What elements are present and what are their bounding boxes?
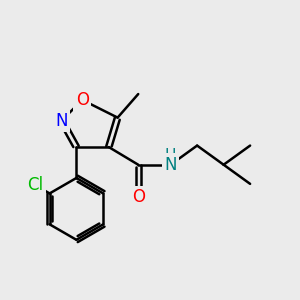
Text: N: N — [56, 112, 68, 130]
Text: Cl: Cl — [28, 176, 44, 194]
Text: O: O — [132, 188, 145, 206]
Text: O: O — [76, 91, 89, 109]
Text: N: N — [164, 156, 177, 174]
Text: H: H — [165, 148, 176, 163]
